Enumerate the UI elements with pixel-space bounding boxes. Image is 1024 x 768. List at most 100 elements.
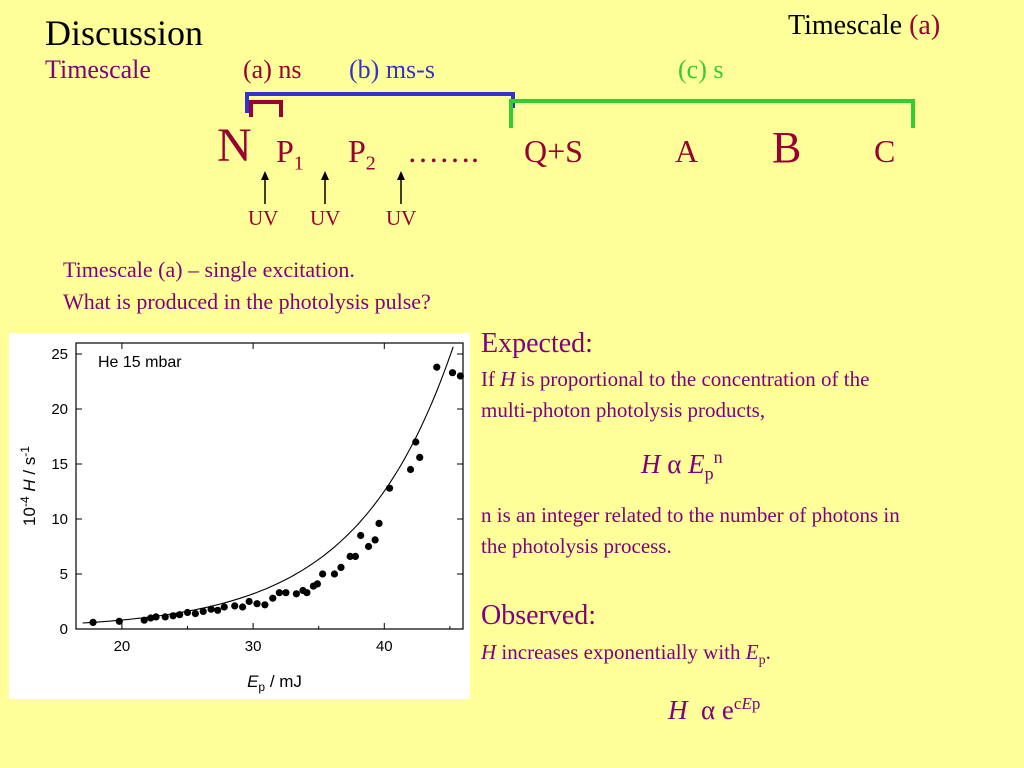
species-p1-sub: 1 <box>293 152 304 175</box>
observed-heading: Observed: <box>481 600 597 631</box>
obs-formula-h: H <box>668 695 688 725</box>
expected-formula: H α Epn <box>641 447 723 484</box>
formula-e-sub: p <box>704 463 714 484</box>
formula-h: H <box>641 449 661 479</box>
data-point <box>416 453 424 461</box>
data-point <box>282 589 290 597</box>
corner-label-tag: (a) <box>909 10 941 41</box>
data-point <box>351 552 360 560</box>
y-tick-label: 25 <box>51 346 68 363</box>
expected-heading: Expected: <box>481 328 593 359</box>
timescale-label: Timescale <box>45 55 151 84</box>
data-point <box>115 617 123 625</box>
observed-text: increases exponentially with <box>496 640 746 664</box>
observed-end: . <box>765 640 771 664</box>
species-p1-letter: P <box>276 133 294 169</box>
scale-b: (b) ms-s <box>349 55 435 84</box>
data-point <box>364 542 373 551</box>
expected-note-1: n is an integer related to the number of… <box>481 503 900 527</box>
data-point <box>152 613 160 621</box>
y-tick-label: 20 <box>51 401 68 418</box>
scale-c: (c) s <box>678 55 724 84</box>
data-point <box>313 580 321 588</box>
obs-formula-c: c <box>733 694 742 713</box>
data-point <box>303 589 311 597</box>
species-p2: P2 <box>348 133 376 175</box>
species-b: B <box>772 123 802 172</box>
y-tick-label: 0 <box>60 621 68 638</box>
observed-var-h: H <box>481 640 497 664</box>
plot-frame <box>75 342 464 630</box>
data-point <box>357 531 365 540</box>
question-line-2: What is produced in the photolysis pulse… <box>63 289 431 314</box>
species-n: N <box>217 119 252 172</box>
species-a: A <box>675 133 699 169</box>
species-p1: P1 <box>276 133 304 175</box>
uv-label-3: UV <box>386 206 417 230</box>
data-point <box>169 612 177 620</box>
data-point <box>406 465 415 474</box>
y-tick-label: 10 <box>51 511 68 528</box>
obs-formula-ep: E <box>741 694 752 713</box>
uv-label-2: UV <box>310 206 341 230</box>
slide-title: Discussion <box>45 13 204 53</box>
data-point <box>161 613 169 621</box>
x-axis-label: Ep / mJ <box>247 672 302 694</box>
data-point <box>253 600 261 608</box>
data-point <box>456 372 464 380</box>
corner-label-text: Timescale <box>788 10 903 41</box>
species-p2-letter: P <box>348 133 366 169</box>
data-point <box>330 570 339 578</box>
question-line-1: Timescale (a) – single excitation. <box>63 257 355 282</box>
data-point <box>231 602 239 610</box>
expected-line-1-post: is proportional to the concentration of … <box>515 367 870 391</box>
uv-arrows <box>261 171 405 204</box>
chart-svg: 20 30 40 0 5 10 15 20 25 He 15 mbar Ep / mJ 10-4 H … <box>18 342 464 694</box>
data-point <box>239 603 247 611</box>
data-point <box>220 603 228 611</box>
obs-formula-e: e <box>721 695 734 725</box>
species-p2-sub: 2 <box>365 152 376 175</box>
data-point <box>275 589 283 597</box>
data-point <box>176 611 184 619</box>
species-c: C <box>874 133 896 169</box>
fit-curve <box>82 346 454 624</box>
timescale-brackets <box>245 92 915 128</box>
species-dots: ……. <box>407 133 479 169</box>
data-point <box>269 594 277 602</box>
uv-arrow-1 <box>261 171 269 204</box>
data-point <box>337 563 345 571</box>
data-point <box>214 606 222 614</box>
chart-panel: 20 30 40 0 5 10 15 20 25 He 15 mbar Ep / mJ 10-4 H … <box>9 333 470 699</box>
data-point <box>199 607 207 615</box>
data-point <box>292 590 300 598</box>
data-point <box>371 536 379 544</box>
expected-line-1-pre: If <box>481 367 501 391</box>
scale-a: (a) ns <box>243 55 302 84</box>
observed-line: H increases exponentially with Ep. <box>481 640 771 669</box>
data-point <box>207 605 215 613</box>
obs-formula-exp: cEp <box>734 694 760 713</box>
y-tick-label: 15 <box>51 456 68 473</box>
x-tick-label: 20 <box>114 638 131 655</box>
corner-label: Timescale (a) <box>788 10 940 42</box>
data-point <box>448 369 457 377</box>
data-point <box>245 597 253 606</box>
data-point <box>346 552 354 560</box>
data-point <box>412 438 420 446</box>
data-point <box>261 601 269 609</box>
y-axis-label: 10-4 H / s-1 <box>18 446 39 526</box>
obs-formula-p: p <box>751 694 761 713</box>
data-point <box>89 618 97 626</box>
bracket-a <box>249 100 283 117</box>
uv-arrow-3 <box>397 171 405 204</box>
data-point <box>433 363 441 371</box>
data-point <box>140 616 148 624</box>
expected-line-2: multi-photon photolysis products, <box>481 398 766 422</box>
expected-line-1: If H is proportional to the concentratio… <box>481 367 869 392</box>
uv-arrow-2 <box>321 171 329 204</box>
y-tick-label: 5 <box>60 566 68 583</box>
data-point <box>375 519 383 527</box>
species-qs: Q+S <box>524 133 583 169</box>
obs-formula-prop: α <box>701 695 716 725</box>
